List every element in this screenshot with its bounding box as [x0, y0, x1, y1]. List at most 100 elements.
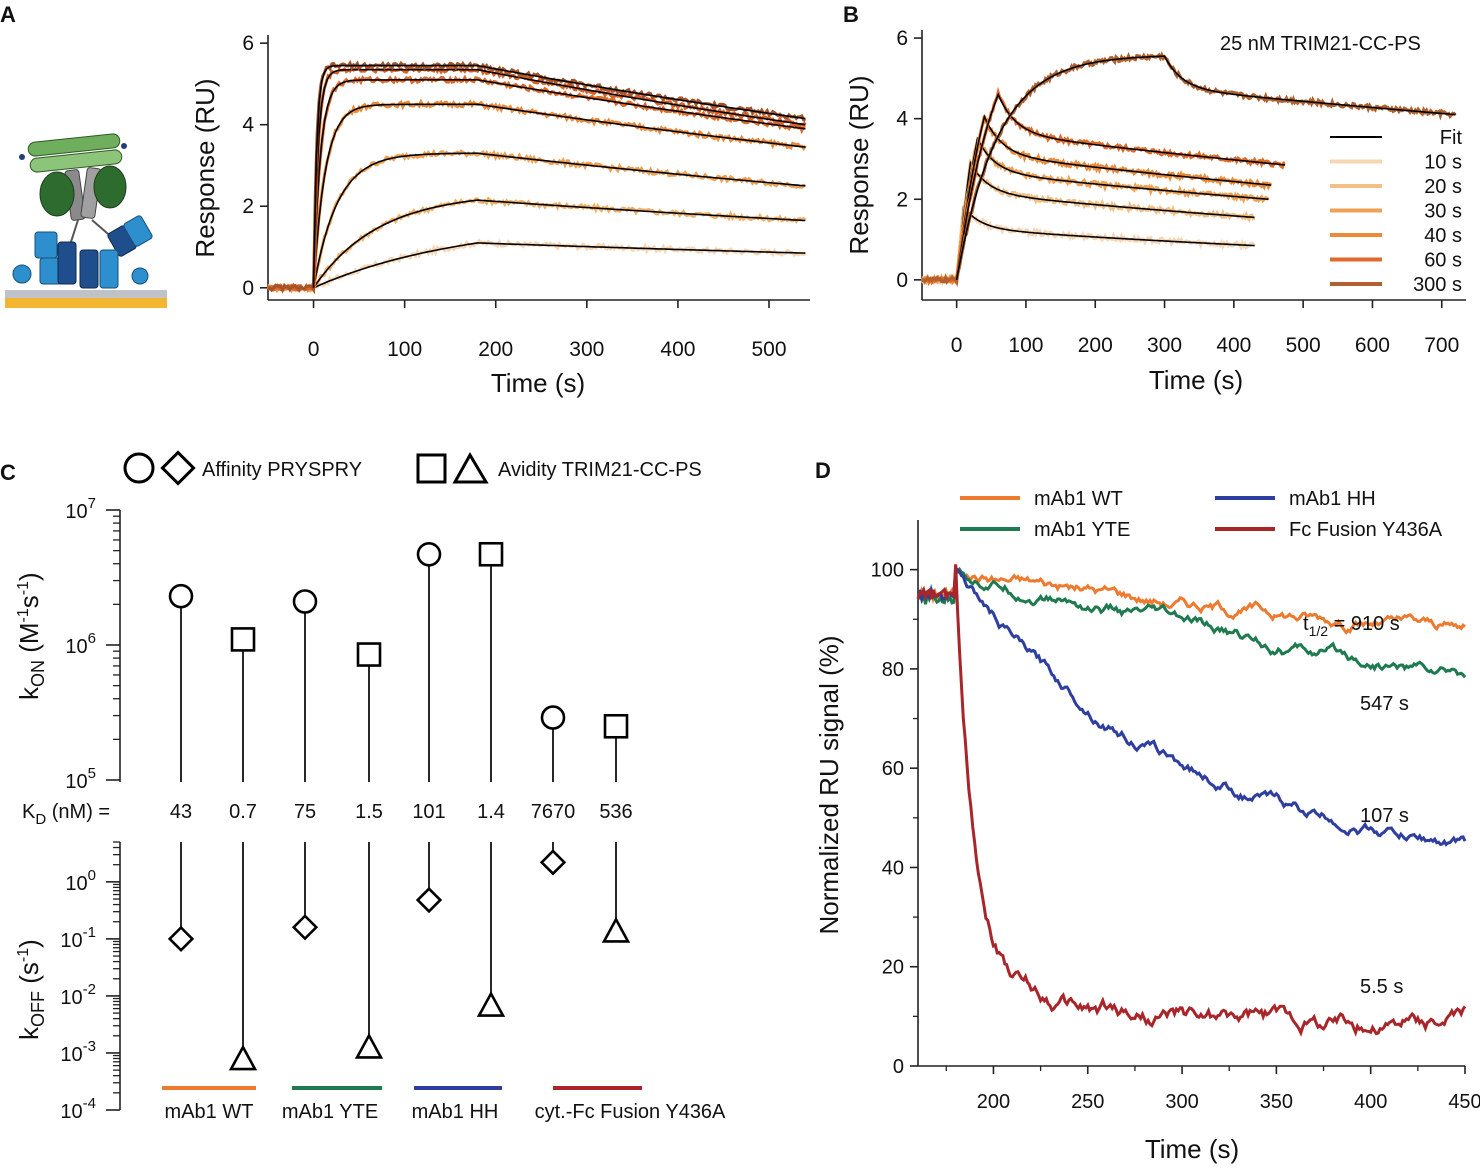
d-halflife-label: t1/2 = 910 s [1303, 613, 1400, 639]
b-series-fit-40s [955, 114, 1272, 281]
b-x-tick-label: 300 [1147, 334, 1182, 357]
kd-value: 1.4 [477, 801, 505, 823]
kd-label: KD (nM) = [22, 801, 110, 828]
b-x-tick-label: 500 [1286, 334, 1321, 357]
d-legend-label: Fc Fusion Y436A [1289, 519, 1443, 541]
a-x-tick-label: 0 [308, 338, 320, 361]
kd-value: 7670 [531, 801, 576, 823]
d-x-tick-label: 200 [977, 1091, 1010, 1113]
d-legend-label: mAb1 YTE [1034, 519, 1130, 541]
koff-tick-label: 10-3 [60, 1038, 96, 1066]
d-y-tick-label: 60 [882, 758, 904, 780]
b-legend-label: 60 s [1424, 250, 1462, 272]
legend-square-icon [416, 453, 447, 484]
b-y-tick-label: 0 [896, 269, 908, 292]
d-x-title: Time (s) [1145, 1134, 1239, 1164]
koff-diamond-marker [415, 886, 443, 914]
b-x-tick-label: 400 [1216, 334, 1251, 357]
kon-square-marker [230, 627, 256, 652]
kon-tick-label: 106 [65, 630, 96, 658]
panel-label-b: B [843, 2, 859, 27]
d-y-title: Normalized RU signal (%) [814, 635, 844, 934]
koff-triangle-marker [601, 916, 631, 943]
sensor-chip-icon [5, 290, 167, 298]
b-series-data-20s [920, 157, 1255, 286]
d-series-mab1-yte [916, 566, 1467, 679]
a-x-tick-label: 400 [660, 338, 695, 361]
kon-circle-marker [540, 705, 566, 730]
koff-axis-title: kOFF (s-1) [14, 939, 48, 1040]
koff-diamond-marker [167, 925, 195, 953]
a-y-tick-label: 4 [242, 114, 254, 137]
kon-tick-label: 107 [65, 495, 96, 523]
prysprY-domain-icon [19, 133, 127, 217]
d-y-tick-label: 40 [882, 857, 904, 879]
b-legend-label: 300 s [1413, 274, 1462, 296]
b-y-title: Response (RU) [844, 75, 874, 254]
koff-tick-label: 100 [65, 867, 96, 895]
b-y-tick-label: 6 [896, 27, 908, 50]
d-x-tick-label: 300 [1165, 1091, 1198, 1113]
a-y-tick-label: 2 [242, 195, 254, 218]
a-series-fit-c2 [312, 199, 806, 289]
a-x-tick-label: 300 [569, 338, 604, 361]
b-title: 25 nM TRIM21-CC-PS [1220, 33, 1421, 55]
b-x-title: Time (s) [1149, 365, 1243, 395]
panel-a-chart: 0 2 4 6 0 100 200 300 400 500 Time (s) Response … [190, 32, 810, 398]
a-series-data-c1 [267, 238, 807, 293]
panel-label-c: C [0, 460, 16, 485]
koff-tick-label: 10-2 [60, 981, 96, 1009]
panel-b-chart: 0 2 4 6 0 100 200 300 400 500 600 700 25 nM TRIM21… [844, 27, 1466, 395]
b-x-tick-label: 100 [1008, 334, 1043, 357]
d-x-tick-label: 250 [1071, 1091, 1104, 1113]
panel-label-a: A [0, 2, 16, 27]
a-series-data-c4 [267, 98, 807, 294]
b-legend-label: 10 s [1424, 152, 1462, 174]
d-x-tick-label: 400 [1354, 1091, 1387, 1113]
b-legend-label: 20 s [1424, 176, 1462, 198]
a-y-tick-label: 0 [242, 277, 254, 300]
legend-triangle-icon [452, 451, 489, 484]
kon-circle-marker [168, 583, 194, 609]
d-series-fc-fusion-y436a [916, 564, 1467, 1037]
a-x-tick-label: 200 [478, 338, 513, 361]
koff-triangle-marker [354, 1032, 384, 1059]
a-series-data-c3 [266, 148, 806, 294]
a-series-fit-c3 [312, 152, 806, 288]
b-x-tick-label: 0 [951, 334, 963, 357]
d-y-tick-label: 80 [882, 659, 904, 681]
a-series-fit-c5 [312, 79, 806, 288]
d-halflife-value: 5.5 s [1360, 976, 1403, 998]
koff-triangle-marker [476, 990, 506, 1017]
d-series-mab1-hh [917, 566, 1467, 847]
legend-avidity-label: Avidity TRIM21-CC-PS [498, 459, 702, 481]
sensor-chip-gold-icon [5, 298, 167, 308]
group-label: cyt.-Fc Fusion Y436A [535, 1101, 726, 1123]
kd-value: 75 [294, 801, 316, 823]
koff-diamond-marker [539, 849, 567, 876]
a-series-data-c6 [266, 64, 807, 292]
a-series-fit-c7 [312, 64, 806, 288]
b-x-tick-label: 200 [1078, 334, 1113, 357]
legend-circle-icon [123, 452, 155, 484]
kd-value: 536 [599, 801, 632, 823]
d-x-tick-label: 450 [1448, 1091, 1480, 1113]
panel-c-chart: Affinity PRYSPRY Avidity TRIM21-CC-PS 10… [14, 450, 726, 1123]
d-halflife-value: 107 s [1360, 805, 1409, 827]
panel-label-d: D [815, 458, 831, 483]
kon-axis-title: kON (M-1s-1) [14, 572, 48, 700]
kd-value: 0.7 [229, 801, 257, 823]
a-series-fit-c6 [312, 68, 806, 288]
b-x-tick-label: 600 [1355, 334, 1390, 357]
kon-square-marker [356, 642, 382, 667]
b-series-fit-300s [955, 55, 1456, 281]
a-x-tick-label: 500 [751, 338, 786, 361]
b-series-data-10s [920, 204, 1256, 286]
a-x-title: Time (s) [491, 368, 585, 398]
b-x-tick-label: 700 [1424, 334, 1459, 357]
d-halflife-value: 547 s [1360, 693, 1409, 715]
d-y-tick-label: 0 [893, 1056, 904, 1078]
d-y-tick-label: 100 [871, 560, 904, 582]
